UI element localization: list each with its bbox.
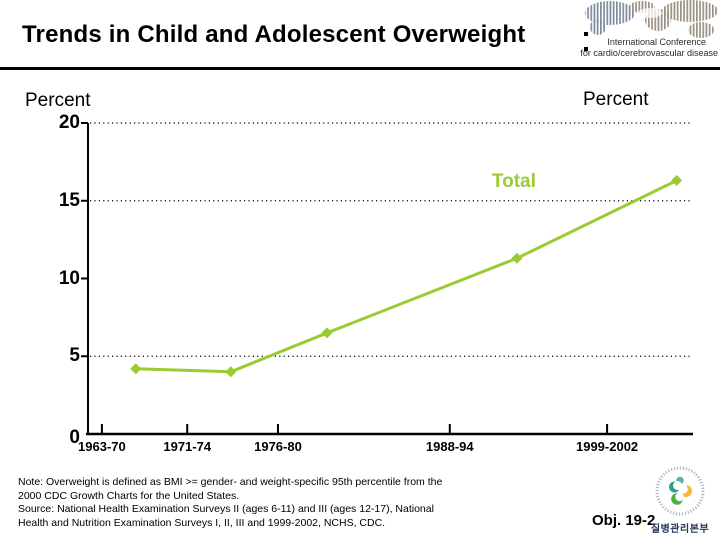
y-axis-title-right: Percent <box>583 89 649 110</box>
conference-line1: International Conference <box>607 37 706 47</box>
note-text: Note: Overweight is defined as BMI >= ge… <box>18 476 442 530</box>
title-underline <box>0 67 720 70</box>
x-axis-tick-label: 1963-70 <box>78 439 126 454</box>
data-point-marker <box>130 363 142 375</box>
x-axis-tick-label: 1976-80 <box>254 439 302 454</box>
decorative-bullet <box>584 47 588 51</box>
conference-caption: International Conference for cardio/cere… <box>580 37 718 59</box>
note-line: Note: Overweight is defined as BMI >= ge… <box>18 476 443 488</box>
conference-line2: for cardio/cerebrovascular disease <box>580 48 718 58</box>
data-point-marker <box>225 366 237 378</box>
note-line: Source: National Health Examination Surv… <box>18 503 434 515</box>
slide-title: Trends in Child and Adolescent Overweigh… <box>22 21 526 48</box>
data-line <box>134 179 679 374</box>
note-line: 2000 CDC Growth Charts for the United St… <box>18 489 240 502</box>
kcdc-emblem-icon <box>655 466 705 516</box>
decorative-bullet <box>584 32 588 36</box>
y-axis-tick-label: 0 <box>69 427 80 448</box>
y-axis-tick-label: 10 <box>58 267 80 289</box>
data-point-marker <box>671 175 683 187</box>
world-map-graphic <box>585 0 718 38</box>
data-point-marker <box>321 327 333 339</box>
x-axis-tick-label: 1999-2002 <box>575 439 639 454</box>
data-point-marker <box>511 252 523 264</box>
y-axis-tick-label: 15 <box>58 189 80 211</box>
kcdc-logo-caption: 질병관리본부 <box>650 524 710 535</box>
x-axis-tick-label: 1988-94 <box>425 439 474 454</box>
y-axis-tick-label: 5 <box>69 345 80 367</box>
y-axis-title-left: Percent <box>25 90 91 111</box>
y-axis-tick-label: 20 <box>58 112 80 133</box>
x-axis-tick-label: 1971-74 <box>163 439 212 454</box>
series-label: Total <box>491 171 536 193</box>
objective-label: Obj. 19-2 <box>592 512 656 529</box>
kcdc-logo: 질병관리본부 <box>644 466 716 535</box>
note-line: Health and Nutrition Examination Surveys… <box>18 516 386 529</box>
